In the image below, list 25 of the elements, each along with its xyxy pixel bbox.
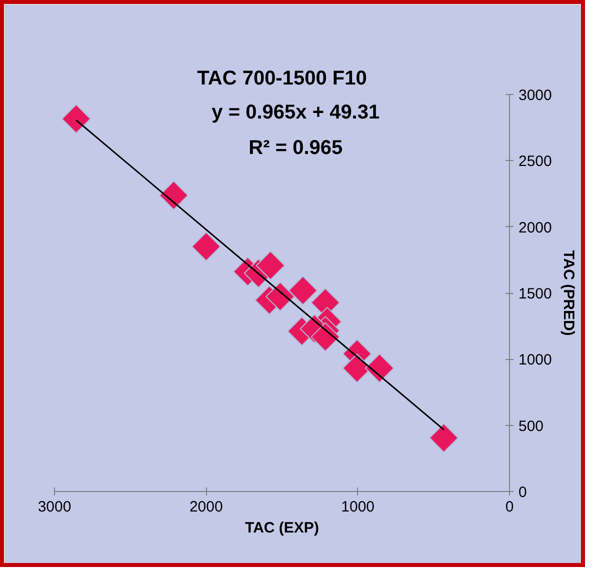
point: [364, 354, 394, 383]
x-tick-label: 0: [505, 498, 514, 516]
point: [266, 282, 295, 312]
point: [62, 104, 91, 134]
y-tick-label: 500: [518, 418, 544, 435]
y-tick-label: 2500: [518, 153, 552, 170]
y-tick-label: 2000: [518, 219, 552, 236]
y-tick-label: 3000: [518, 87, 552, 104]
chart-title: TAC 700-1500 F10: [197, 68, 367, 90]
y-tick-label: 0: [518, 484, 527, 501]
x-axis-title: TAC (EXP): [245, 520, 319, 536]
y-axis-title: TAC (PRED): [560, 250, 577, 336]
point: [256, 250, 286, 280]
annotation: y = 0.965x + 49.31: [212, 101, 380, 124]
point: [310, 322, 340, 352]
point: [192, 232, 221, 262]
y-tick-label: 1500: [518, 286, 552, 302]
x-tick-label: 1000: [341, 498, 375, 516]
point: [288, 276, 318, 306]
y-tick-label: 1000: [518, 352, 552, 369]
x-tick-label: 3000: [38, 498, 72, 516]
point: [429, 423, 458, 453]
point: [159, 180, 188, 210]
annotation: R² = 0.965: [248, 137, 343, 160]
x-tick-label: 2000: [189, 498, 223, 516]
